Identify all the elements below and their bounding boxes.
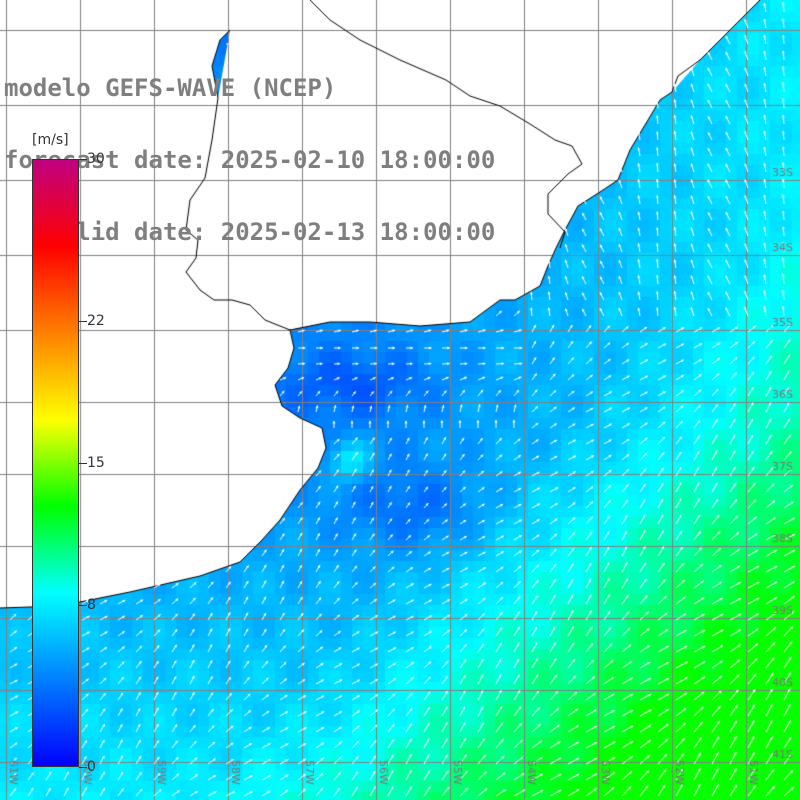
colorbar-tick-label: 0 [87,759,96,775]
model-title: modelo GEFS-WAVE (NCEP) [4,74,337,102]
colorbar-tick-mark [79,463,87,464]
colorbar-tick-label: 22 [87,313,105,330]
colorbar-tick-mark [79,604,87,606]
colorbar-tick-mark [79,321,87,323]
colorbar-tick-mark [79,159,87,160]
colorbar-tick-label: 8 [87,596,96,613]
colorbar-tick-mark [79,767,87,768]
colorbar-tick-label: 30 [87,151,105,167]
colorbar-unit: [m/s] [32,132,69,148]
colorbar-tick-label: 15 [87,455,105,471]
colorbar [32,159,79,767]
